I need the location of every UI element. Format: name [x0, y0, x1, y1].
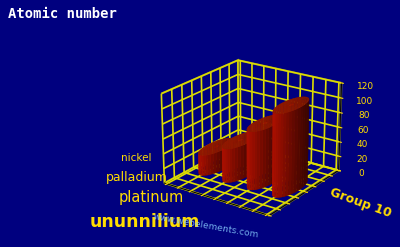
Text: ununnilium: ununnilium — [90, 213, 200, 231]
Text: platinum: platinum — [119, 190, 184, 205]
Text: Group 10: Group 10 — [328, 185, 393, 220]
Text: www.webelements.com: www.webelements.com — [152, 212, 259, 240]
Text: nickel: nickel — [122, 153, 152, 163]
Text: Atomic number: Atomic number — [8, 7, 117, 21]
Text: palladium: palladium — [106, 171, 168, 184]
